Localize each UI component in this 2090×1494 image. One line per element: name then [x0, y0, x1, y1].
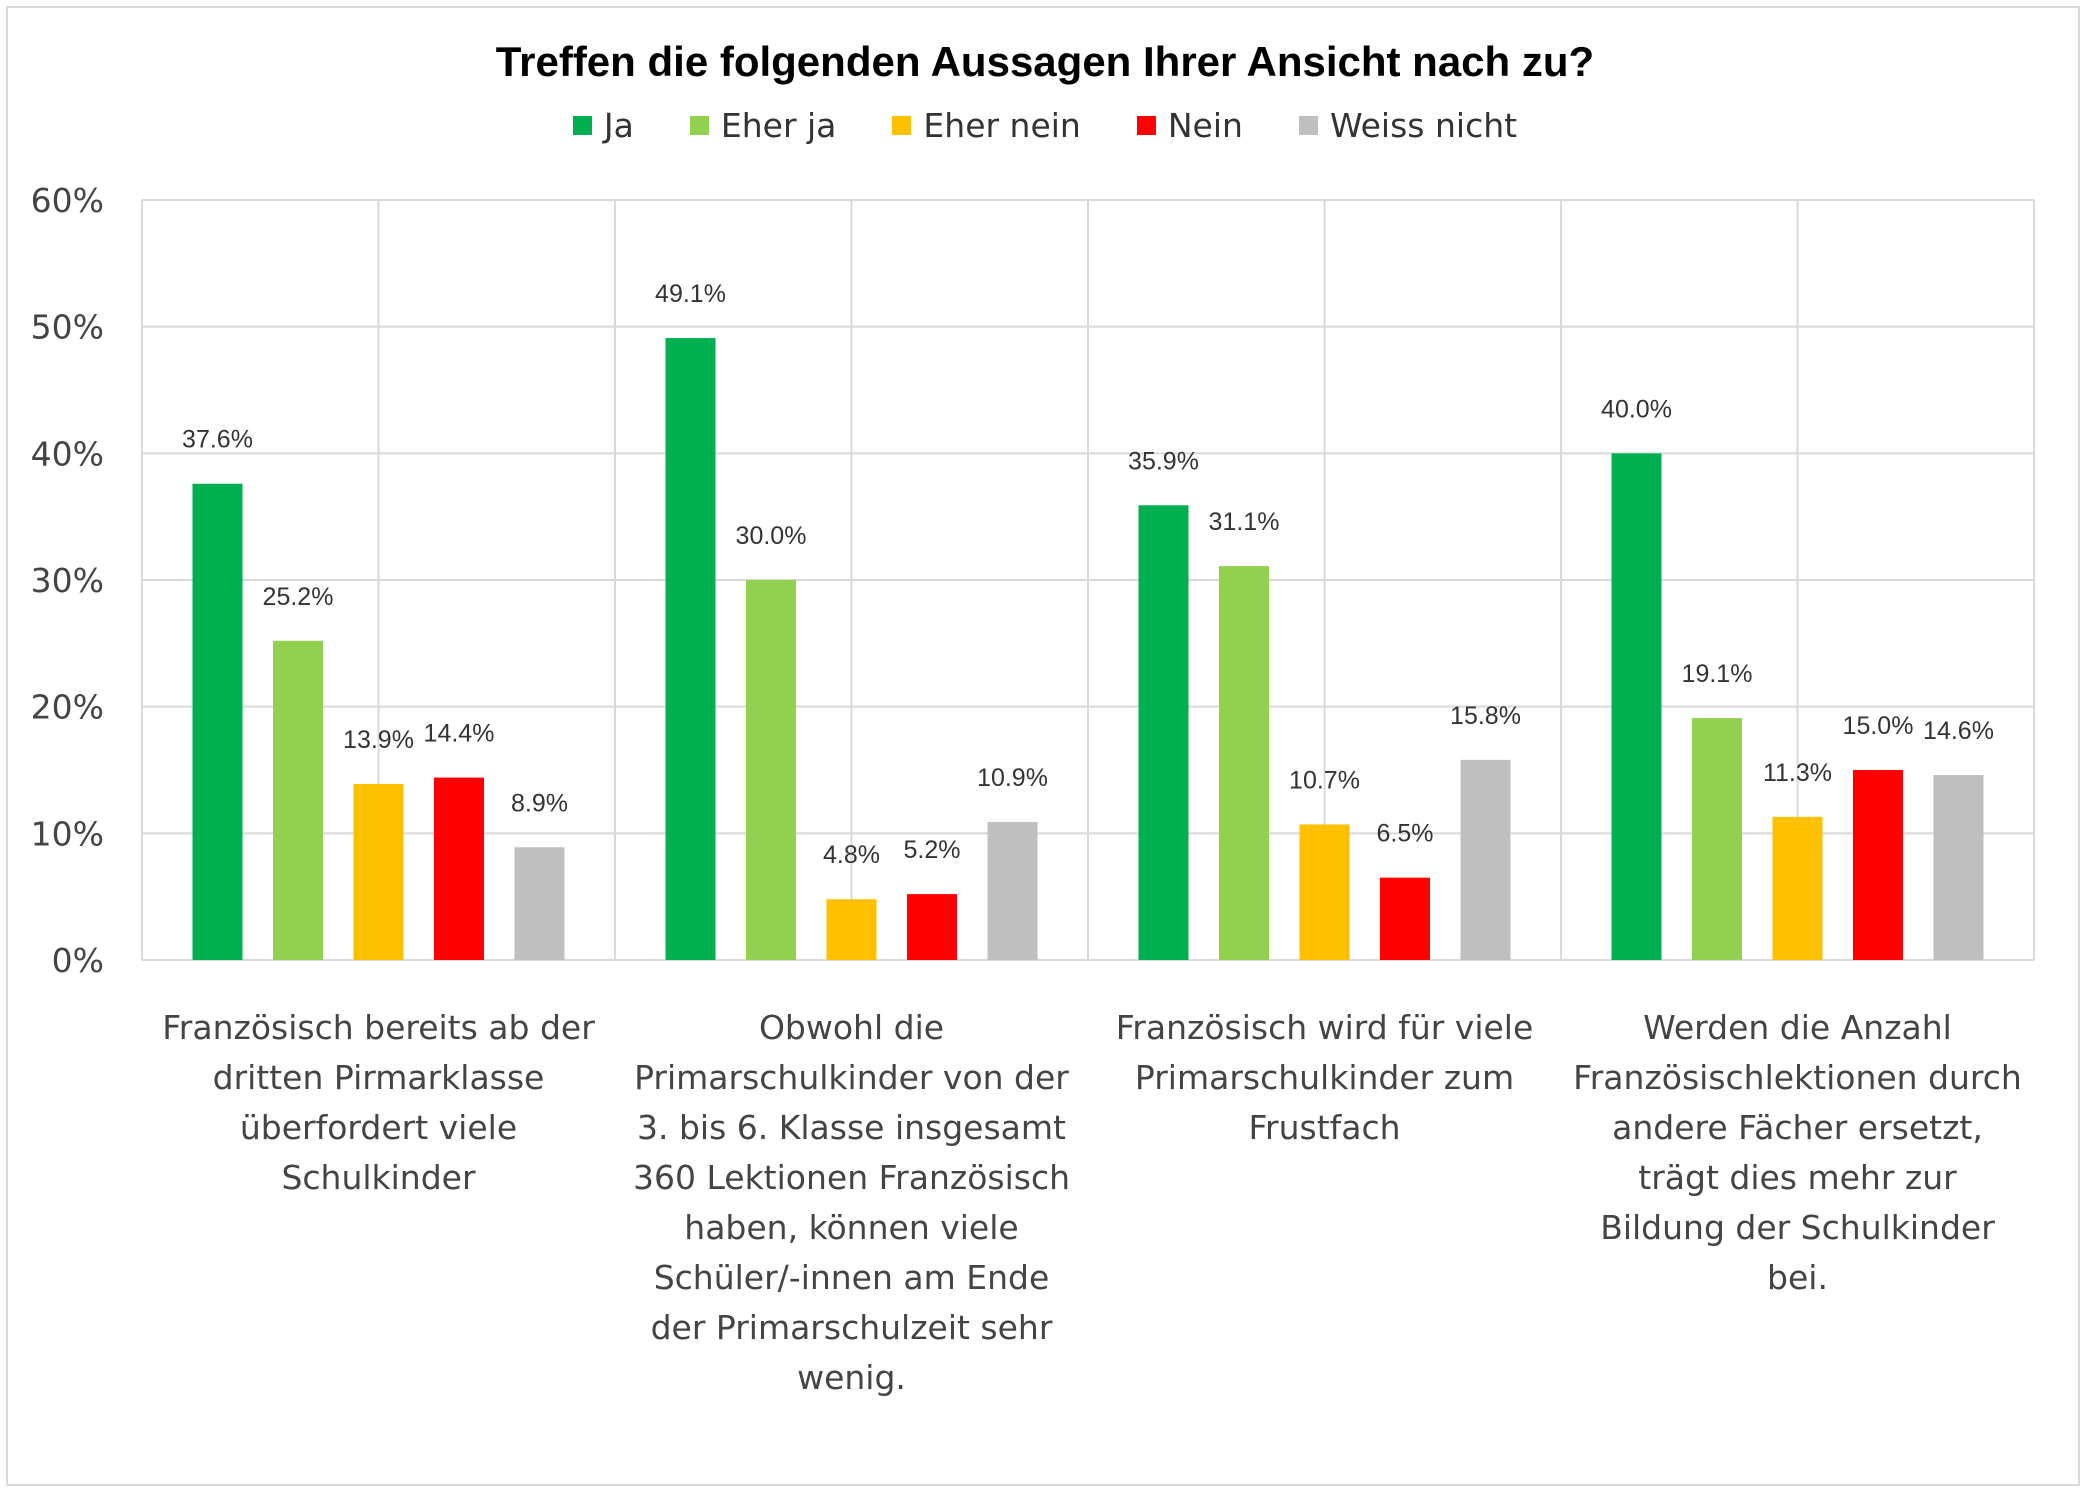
legend-item: Ja	[572, 106, 634, 145]
data-label: 19.1%	[1682, 660, 1753, 688]
data-label: 6.5%	[1377, 820, 1434, 848]
legend-item: Eher ja	[689, 106, 837, 145]
bar-eher-nein	[1772, 816, 1823, 960]
x-category-label: Werden die Anzahl Französischlektionen d…	[1573, 1008, 2022, 1297]
x-category-label: Französisch wird für viele Primarschulki…	[1115, 1008, 1534, 1147]
legend-swatch	[689, 116, 709, 135]
bar-nein	[907, 894, 957, 960]
bar-ja	[192, 483, 243, 960]
y-tick-label: 30%	[31, 561, 104, 600]
legend-swatch	[892, 116, 912, 135]
y-tick-label: 40%	[31, 434, 104, 473]
data-label: 49.1%	[655, 280, 726, 308]
bar-weiss-nicht	[1460, 759, 1511, 960]
x-category-label: Obwohl die Primarschulkinder von der 3. …	[632, 1008, 1071, 1397]
bar-nein	[434, 777, 484, 960]
y-tick-label: 0%	[52, 941, 104, 980]
bar-weiss-nicht	[1933, 775, 1984, 960]
y-tick-label: 50%	[31, 308, 104, 347]
legend-label: Nein	[1167, 106, 1243, 145]
bar-ja	[665, 338, 716, 961]
data-label: 8.9%	[511, 789, 568, 817]
data-label: 14.4%	[424, 720, 495, 748]
bar-nein	[1853, 770, 1903, 960]
legend-swatch	[1298, 116, 1318, 135]
legend-label: Eher nein	[923, 106, 1081, 145]
data-label: 10.7%	[1289, 766, 1360, 794]
data-label: 25.2%	[263, 583, 334, 611]
legend-label: Eher ja	[720, 106, 837, 145]
bar-weiss-nicht	[514, 847, 565, 960]
legend-swatch	[1136, 116, 1156, 135]
chart-title: Treffen die folgenden Aussagen Ihrer Ans…	[495, 38, 1595, 85]
data-label: 14.6%	[1923, 717, 1994, 745]
data-label: 31.1%	[1209, 508, 1280, 536]
data-label: 15.8%	[1450, 702, 1521, 730]
bar-nein	[1380, 877, 1430, 960]
legend-item: Nein	[1136, 106, 1243, 145]
legend-item: Eher nein	[892, 106, 1081, 145]
bar-ja	[1611, 453, 1662, 960]
y-tick-label: 10%	[31, 814, 104, 853]
bar-eher-ja	[1692, 718, 1742, 960]
y-tick-label: 60%	[31, 181, 104, 220]
bar-eher-ja	[1219, 566, 1269, 960]
legend-label: Ja	[603, 106, 634, 145]
data-label: 11.3%	[1763, 759, 1832, 787]
bar-eher-nein	[1299, 824, 1350, 960]
legend: Ja Eher ja Eher nein Nein Weiss nicht	[0, 106, 2090, 145]
data-label: 15.0%	[1843, 712, 1914, 740]
data-label: 10.9%	[977, 764, 1048, 792]
data-label: 40.0%	[1601, 395, 1672, 423]
bar-eher-nein	[353, 783, 404, 960]
data-label: 30.0%	[736, 522, 807, 550]
legend-item: Weiss nicht	[1298, 106, 1518, 145]
bar-eher-ja	[273, 640, 323, 960]
bar-eher-ja	[746, 580, 796, 960]
data-label: 37.6%	[182, 426, 253, 454]
bar-weiss-nicht	[987, 821, 1038, 960]
legend-label: Weiss nicht	[1329, 106, 1518, 145]
bar-eher-nein	[826, 899, 877, 960]
data-label: 5.2%	[904, 836, 961, 864]
bar-ja	[1138, 505, 1189, 960]
y-tick-label: 20%	[31, 688, 104, 727]
data-label: 13.9%	[343, 726, 414, 754]
x-category-label: Französisch bereits ab der dritten Pirma…	[162, 1008, 595, 1197]
legend-swatch	[572, 116, 592, 135]
data-label: 4.8%	[823, 841, 880, 869]
data-label: 35.9%	[1128, 447, 1199, 475]
